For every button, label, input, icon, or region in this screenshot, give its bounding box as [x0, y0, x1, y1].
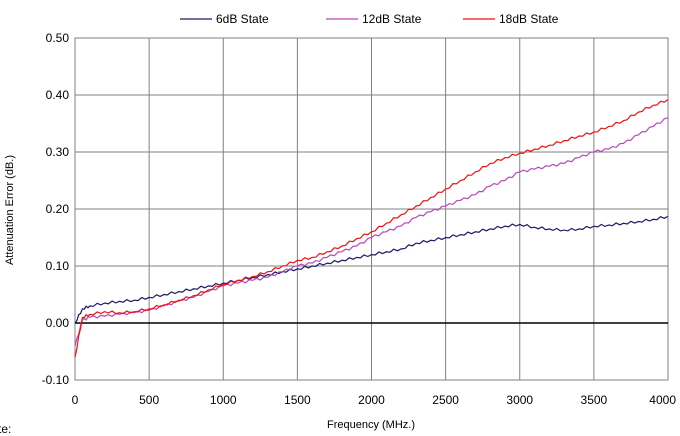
series-group	[74, 99, 669, 358]
legend-label: 6dB State	[216, 12, 269, 26]
x-tick-label: 4000	[649, 393, 676, 407]
x-tick-label: 3000	[506, 393, 533, 407]
x-axis-title: Frequency (MHz.)	[327, 419, 415, 431]
y-tick-label: 0.50	[46, 31, 70, 45]
x-tick-label: 500	[139, 393, 159, 407]
y-tick-label: 0.10	[46, 259, 70, 273]
y-tick-label: 0.00	[46, 316, 70, 330]
series-line-18db-state	[74, 99, 669, 358]
y-tick-label: 0.40	[46, 88, 70, 102]
series-line-6db-state	[74, 215, 669, 324]
x-tick-label: 0	[72, 393, 79, 407]
legend-label: 18dB State	[499, 12, 559, 26]
x-tick-labels: 0 500 1000 1500 2000 2500 3000 3500 4000	[72, 393, 677, 407]
legend-label: 12dB State	[362, 12, 422, 26]
x-tick-label: 3500	[581, 393, 608, 407]
x-tick-label: 1500	[284, 393, 311, 407]
y-tick-label: -0.10	[42, 373, 70, 387]
x-tick-label: 2000	[358, 393, 385, 407]
footnote-fragment: te:	[0, 422, 12, 436]
y-axis-title: Attenuation Error (dB.)	[4, 155, 16, 265]
y-tick-labels: -0.10 0.00 0.10 0.20 0.30 0.40 0.50	[42, 31, 70, 387]
legend: 6dB State 12dB State 18dB State	[180, 12, 559, 26]
x-tick-label: 2500	[432, 393, 459, 407]
y-tick-label: 0.30	[46, 145, 70, 159]
y-tick-label: 0.20	[46, 202, 70, 216]
x-tick-label: 1000	[210, 393, 237, 407]
